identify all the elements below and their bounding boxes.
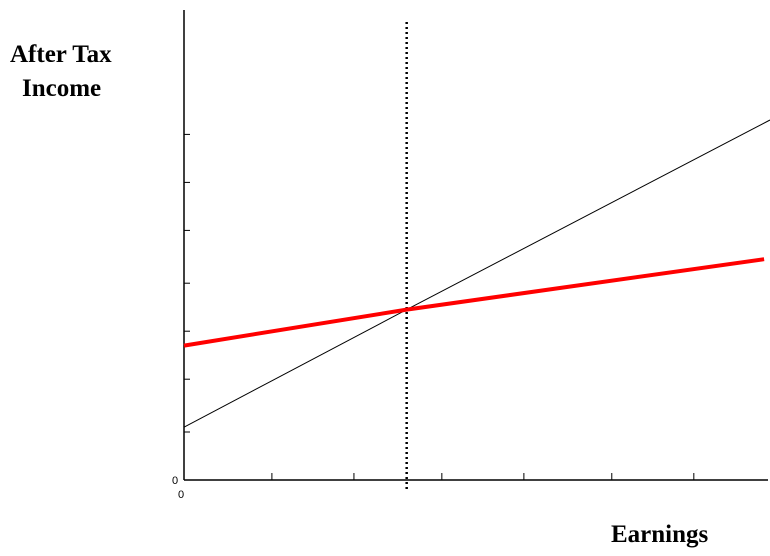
black-line-series bbox=[183, 119, 770, 428]
y-axis-label-line-1: After Tax bbox=[10, 41, 112, 68]
x-axis-label: Earnings bbox=[611, 521, 709, 548]
y-origin-label: 0 bbox=[172, 475, 178, 487]
y-axis-label-line-2: Income bbox=[22, 75, 101, 102]
series-layer bbox=[183, 119, 770, 428]
x-ticks bbox=[271, 473, 695, 480]
red-line-series bbox=[183, 257, 765, 348]
y-ticks bbox=[184, 133, 190, 433]
x-origin-label: 0 bbox=[178, 489, 184, 501]
